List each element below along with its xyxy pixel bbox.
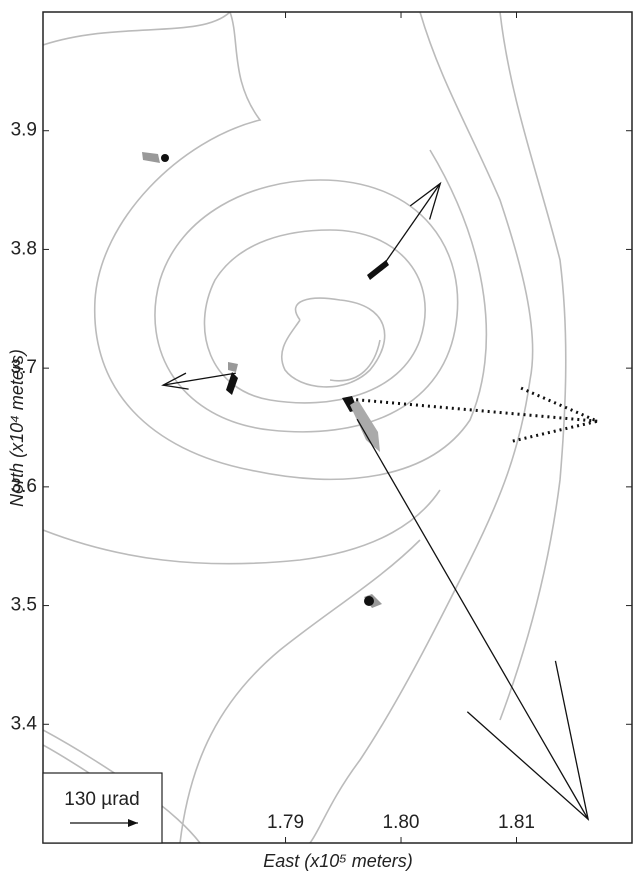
y-tick-label: 3.4 bbox=[11, 713, 38, 734]
scale-box: 130 µrad bbox=[42, 772, 163, 844]
scale-arrowhead bbox=[128, 819, 138, 827]
tilt-vector bbox=[356, 418, 589, 820]
y-tick-label: 3.5 bbox=[11, 595, 37, 616]
x-tick-label: 1.80 bbox=[383, 812, 420, 833]
scale-label: 130 µrad bbox=[64, 789, 139, 810]
x-tick-label: 1.81 bbox=[498, 812, 535, 833]
tilt-vector bbox=[163, 372, 236, 386]
y-tick-label: 3.9 bbox=[11, 120, 37, 141]
y-axis-label: North (x10⁴ meters) bbox=[7, 349, 27, 507]
contours bbox=[43, 12, 567, 843]
vector-head bbox=[512, 385, 603, 443]
scale-frame bbox=[42, 772, 163, 844]
y-tick-label: 3.7 bbox=[11, 357, 37, 378]
vector-head bbox=[466, 660, 590, 822]
y-tick-label: 3.8 bbox=[11, 238, 37, 259]
x-axis-label: East (x10⁵ meters) bbox=[263, 851, 413, 871]
vector-head bbox=[409, 181, 442, 220]
vector-head bbox=[161, 372, 189, 390]
station-markers bbox=[142, 152, 389, 608]
y-tick-label: 3.6 bbox=[11, 476, 37, 497]
x-tick-label: 1.79 bbox=[267, 812, 304, 833]
tilt-vector bbox=[378, 183, 441, 272]
plot-frame bbox=[42, 11, 633, 844]
